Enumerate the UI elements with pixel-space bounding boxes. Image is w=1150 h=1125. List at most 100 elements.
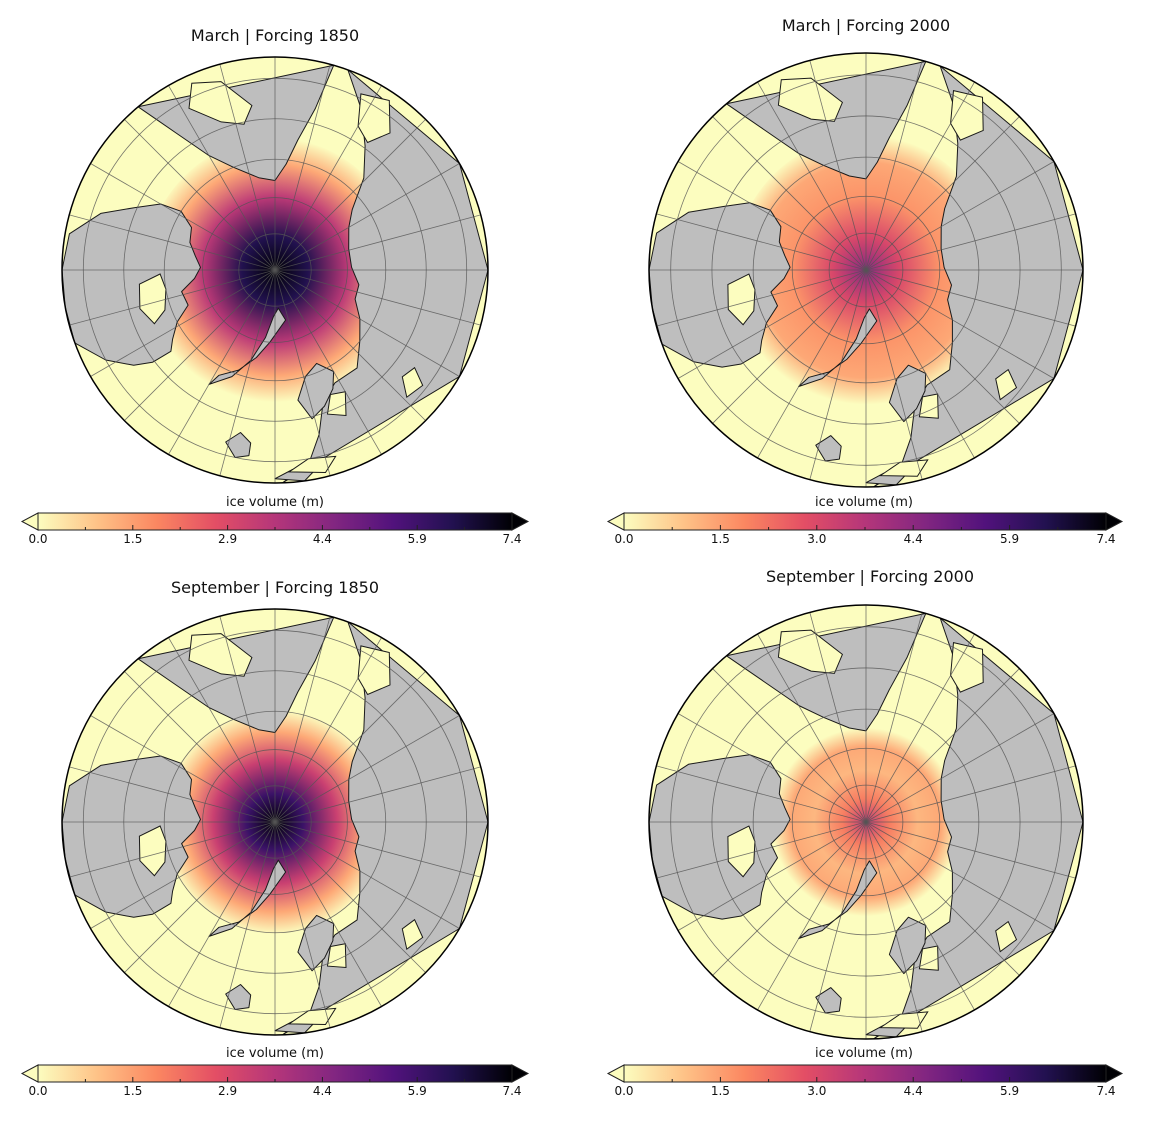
meridian-line: [274, 821, 331, 1028]
meridian-line: [656, 269, 867, 327]
colorbar-tick-label: 5.9: [407, 1084, 427, 1098]
colorbar-tick-label: 1.5: [123, 532, 143, 546]
land-britain: [225, 984, 252, 1010]
meridian-line: [69, 214, 276, 271]
meridian-line: [757, 269, 867, 459]
land-britain: [815, 435, 842, 462]
ocean-medsea: [287, 455, 337, 474]
map-boundary: [61, 56, 489, 484]
meridian-line: [90, 269, 276, 377]
meridian-line: [865, 60, 923, 271]
meridian-line: [809, 612, 867, 823]
meridian-line: [274, 269, 481, 326]
meridian-line: [865, 213, 1076, 271]
colorbar-tick-label: 5.9: [1000, 1084, 1020, 1098]
ocean-okhotsk: [950, 641, 984, 693]
colorbar-extend-min-arrow: [20, 512, 39, 531]
colorbar-tick-label: 4.4: [312, 532, 332, 546]
colorbar-extend-max-arrow: [511, 1064, 530, 1083]
colorbar-tick-label: 7.4: [1096, 1084, 1116, 1098]
land-scandinavia: [888, 916, 927, 975]
colorbar: [606, 512, 1124, 531]
meridian-line: [865, 765, 1076, 823]
colorbar-extend-min-arrow: [20, 1064, 39, 1083]
meridian-line: [274, 821, 481, 878]
meridian-line: [124, 821, 276, 973]
colorbar-extend-max-arrow: [1105, 1064, 1124, 1083]
meridian-line: [274, 269, 382, 455]
meridian-line: [677, 161, 867, 271]
meridian-line: [219, 821, 276, 1028]
meridian-line: [757, 821, 867, 1011]
meridian-line: [274, 637, 382, 823]
colorbar-tick-label: 3.0: [807, 1084, 827, 1098]
map-content: [649, 53, 1083, 487]
colorbar-tick-label: 1.5: [710, 532, 730, 546]
meridian-line: [90, 821, 276, 929]
meridian-line: [865, 821, 1020, 976]
colorbar-extend-min-arrow: [606, 512, 625, 531]
colorbar-tick-label: 7.4: [1096, 532, 1116, 546]
ocean-caspian: [995, 920, 1018, 953]
meridian-line: [865, 633, 975, 823]
meridian-line: [865, 269, 975, 459]
meridian-line: [90, 163, 276, 271]
meridian-line: [274, 214, 481, 271]
meridian-line: [219, 269, 276, 476]
map-content: [62, 609, 488, 1035]
polar-map: [61, 56, 489, 484]
meridian-line: [124, 671, 276, 823]
ocean-medsea: [878, 459, 929, 477]
ocean-medsea: [287, 1007, 337, 1026]
land-greenland: [208, 307, 287, 385]
colorbar: [20, 1064, 530, 1083]
ocean-medsea: [878, 1011, 929, 1029]
ocean-bering: [188, 633, 253, 677]
land-scandinavia: [297, 362, 335, 420]
meridian-line: [865, 116, 1020, 271]
meridian-line: [90, 715, 276, 823]
meridian-line: [274, 671, 426, 823]
meridian-line: [809, 821, 867, 1032]
meridian-line: [656, 821, 867, 879]
map-boundary: [648, 604, 1084, 1040]
meridian-line: [219, 616, 276, 823]
land-britain: [815, 987, 842, 1014]
colorbar-extend-max-arrow: [511, 512, 530, 531]
colorbar-tick-label: 4.4: [903, 1084, 923, 1098]
colorbar: [606, 1064, 1124, 1083]
ocean-okhotsk: [357, 93, 391, 144]
colorbar-label: ice volume (m): [226, 495, 324, 510]
polar-map: [648, 604, 1084, 1040]
meridian-line: [865, 269, 1020, 424]
meridian-line: [168, 85, 276, 271]
colorbar: [20, 512, 530, 531]
meridian-line: [274, 269, 460, 377]
meridian-line: [656, 765, 867, 823]
ocean-caspian: [401, 918, 424, 951]
meridian-line: [168, 269, 276, 455]
meridian-line: [712, 116, 867, 271]
colorbar-label: ice volume (m): [226, 1046, 324, 1061]
map-content: [62, 57, 488, 483]
meridian-line: [69, 821, 276, 878]
meridian-line: [274, 715, 460, 823]
ocean-okhotsk: [950, 89, 984, 141]
colorbar-tick-label: 2.9: [218, 532, 238, 546]
panel-title: March | Forcing 1850: [190, 26, 360, 45]
colorbar-extend-max-arrow: [1105, 512, 1124, 531]
land-northamerica: [62, 203, 201, 366]
colorbar-tick-label: 0.0: [614, 1084, 634, 1098]
land-greenland: [208, 859, 287, 937]
land-greenland: [798, 860, 878, 939]
meridian-line: [274, 119, 426, 271]
land-britain: [225, 432, 252, 458]
meridian-line: [712, 821, 867, 976]
land-scandinavia: [888, 364, 927, 423]
ocean-caspian: [995, 368, 1018, 401]
colorbar-tick-label: 2.9: [218, 1084, 238, 1098]
map-boundary: [61, 608, 489, 1036]
colorbar-label: ice volume (m): [815, 1046, 913, 1061]
ocean-baltic: [918, 393, 939, 419]
meridian-line: [274, 821, 382, 1007]
